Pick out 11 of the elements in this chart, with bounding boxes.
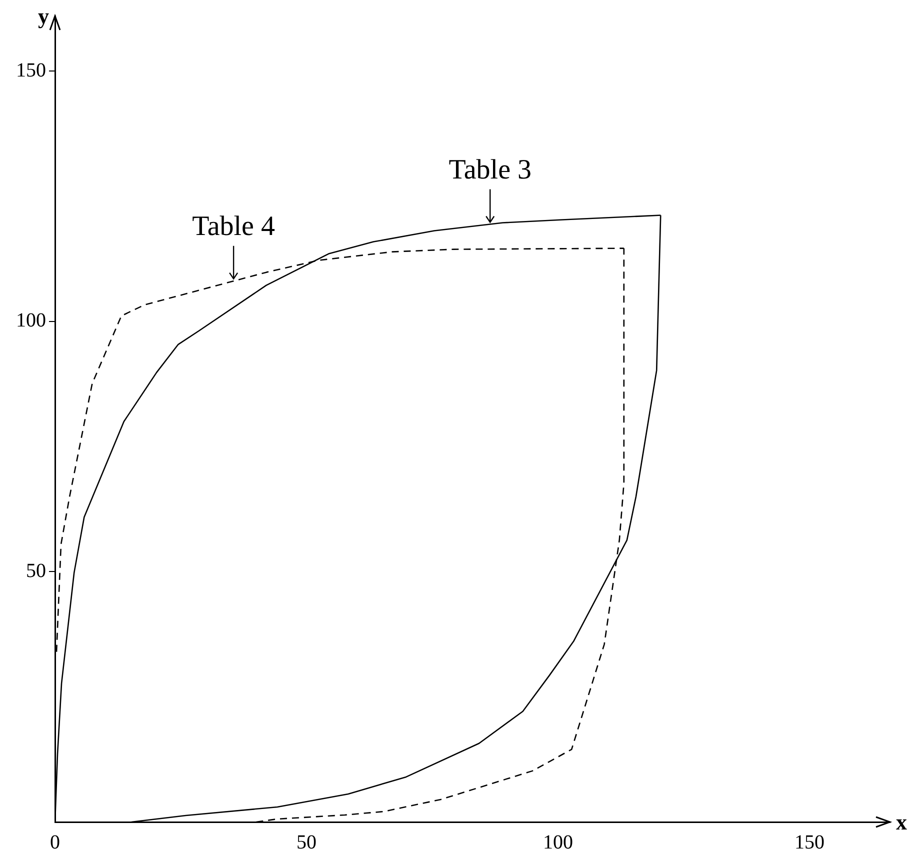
- x-axis-title: x: [896, 810, 907, 835]
- annotation: Table 3: [448, 154, 532, 186]
- y-axis-title: y: [38, 4, 49, 29]
- annotation: Table 4: [192, 211, 275, 242]
- y-tick-label: 50: [26, 560, 46, 582]
- x-tick-label: 150: [794, 831, 825, 854]
- y-tick-label: 100: [16, 310, 46, 332]
- y-tick-label: 150: [16, 59, 46, 82]
- x-tick-label: 50: [296, 831, 317, 854]
- x-tick-label: 100: [543, 831, 574, 854]
- x-tick-label: 0: [50, 831, 60, 854]
